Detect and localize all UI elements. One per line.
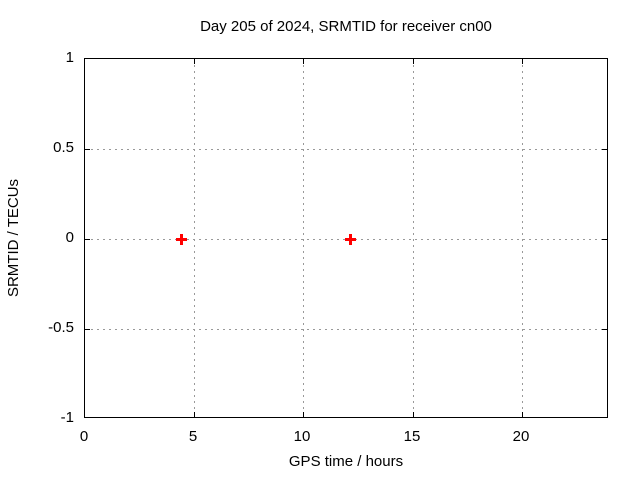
y-tick-label: 0.5 [53,139,74,156]
y-tick-mark-left [85,329,90,330]
y-tick-label: 0 [65,229,74,246]
x-tick-mark-bottom [303,412,304,417]
plot-area [84,58,608,418]
x-tick-label: 15 [403,428,421,445]
x-axis-title: GPS time / hours [288,453,404,470]
y-tick-label: -1 [60,409,74,426]
data-point-marker [176,234,187,245]
y-tick-label: 1 [65,49,74,66]
data-point-marker [345,234,356,245]
x-tick-mark-top [413,59,414,64]
gridline-vertical [413,59,414,417]
gridline-horizontal [85,329,607,330]
x-tick-label: 5 [188,428,198,445]
y-tick-mark-left [85,149,90,150]
x-tick-label: 20 [512,428,530,445]
marker-plus-horizontal [345,238,356,241]
y-tick-label: -0.5 [48,319,74,336]
gridline-vertical [194,59,195,417]
y-tick-mark-left [85,239,90,240]
x-tick-mark-top [303,59,304,64]
gridline-vertical [303,59,304,417]
y-tick-mark-right [602,329,607,330]
y-tick-mark-right [602,239,607,240]
x-tick-mark-top [522,59,523,64]
x-tick-label: 0 [79,428,89,445]
chart-title: Day 205 of 2024, SRMTID for receiver cn0… [200,18,492,35]
x-tick-mark-bottom [522,412,523,417]
marker-plus-horizontal [176,238,187,241]
x-tick-mark-bottom [194,412,195,417]
x-tick-mark-top [194,59,195,64]
y-tick-mark-right [602,149,607,150]
gridline-horizontal [85,149,607,150]
x-tick-mark-bottom [413,412,414,417]
gridline-vertical [522,59,523,417]
x-tick-label: 10 [293,428,311,445]
